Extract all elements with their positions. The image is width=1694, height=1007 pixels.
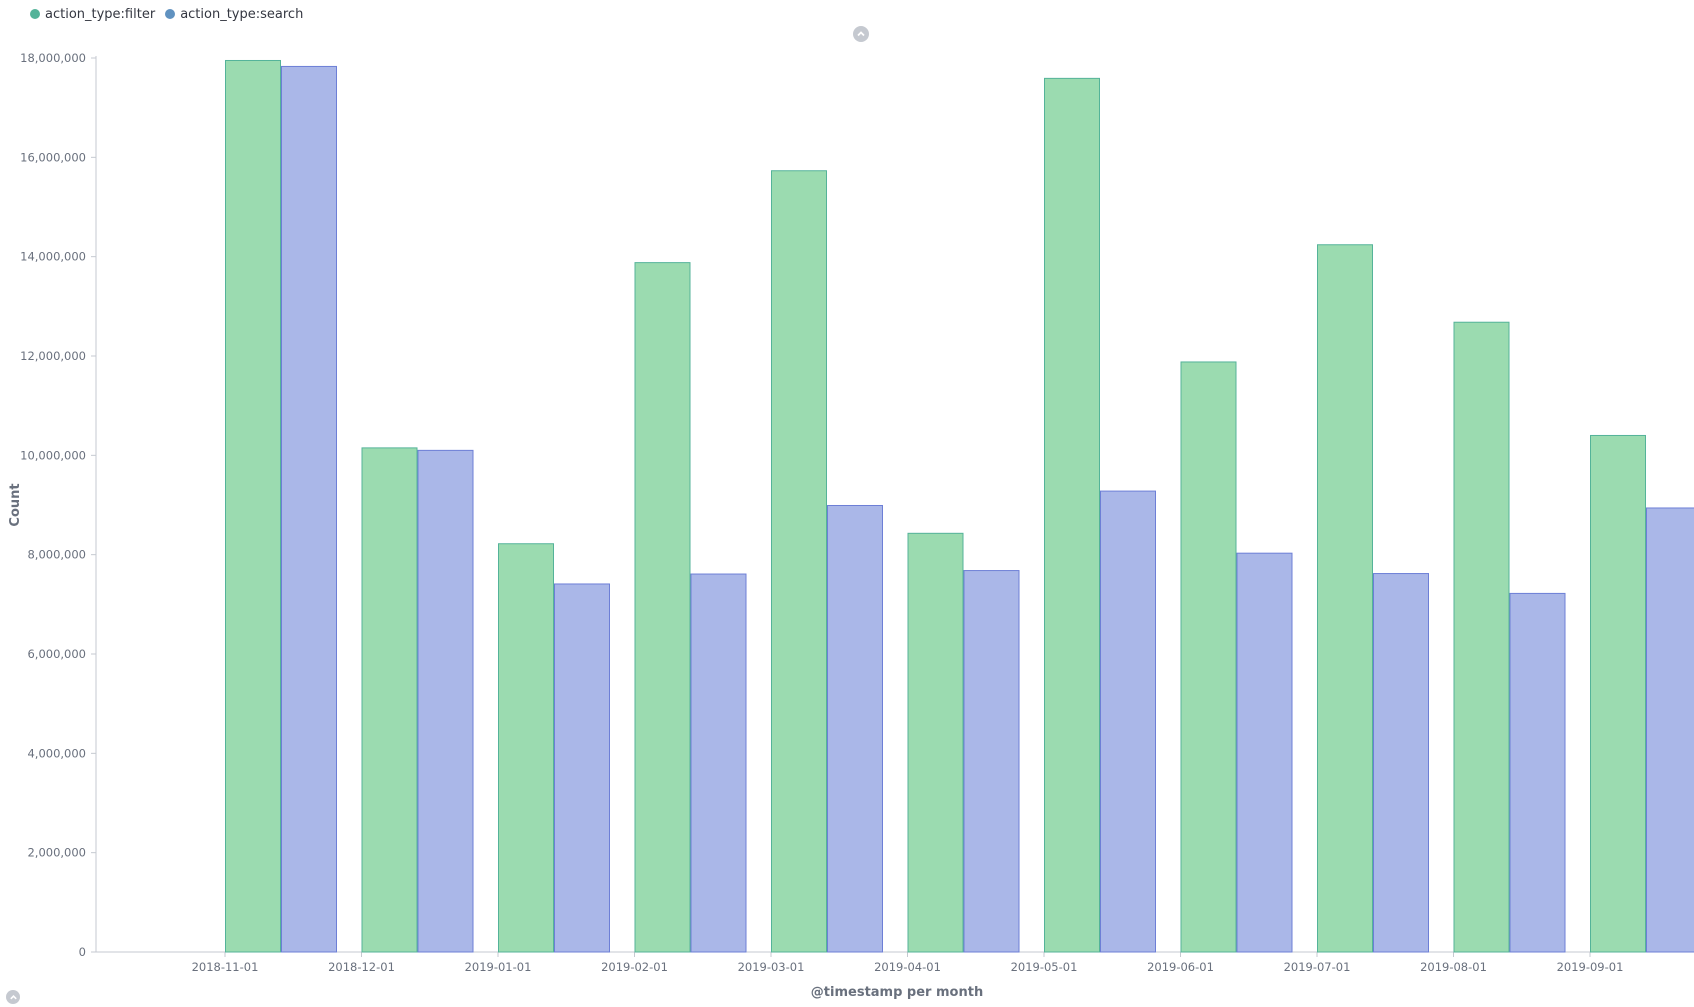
bar-filter bbox=[1180, 361, 1237, 953]
y-axis-title: Count bbox=[8, 483, 23, 526]
x-tick-label: 2019-04-01 bbox=[874, 960, 941, 974]
bar-filter bbox=[1590, 434, 1646, 953]
bar-search bbox=[1373, 573, 1429, 953]
bar-filter bbox=[1317, 244, 1373, 953]
chevron-up-icon[interactable] bbox=[6, 990, 20, 1004]
bar-search bbox=[1509, 592, 1566, 953]
x-tick-label: 2018-11-01 bbox=[192, 960, 259, 974]
legend-label-search: action_type:search bbox=[180, 6, 304, 22]
y-tick-label: 4,000,000 bbox=[27, 746, 86, 760]
y-tick-label: 8,000,000 bbox=[27, 548, 86, 562]
chevron-up-icon[interactable] bbox=[853, 26, 869, 42]
bar-search bbox=[963, 570, 1020, 953]
x-tick-label: 2019-02-01 bbox=[601, 960, 668, 974]
legend-item-search[interactable]: action_type:search bbox=[165, 7, 303, 22]
y-tick-label: 18,000,000 bbox=[20, 51, 86, 65]
bar-filter bbox=[498, 543, 554, 953]
x-tick-label: 2018-12-01 bbox=[328, 960, 395, 974]
y-tick-label: 0 bbox=[79, 945, 86, 959]
bar-filter bbox=[225, 59, 281, 953]
x-tick-label: 2019-07-01 bbox=[1284, 960, 1351, 974]
bar-search bbox=[417, 449, 474, 953]
x-tick-label: 2019-01-01 bbox=[465, 960, 532, 974]
bar-search bbox=[281, 65, 337, 953]
x-tick-label: 2019-05-01 bbox=[1011, 960, 1078, 974]
x-tick-label: 2019-08-01 bbox=[1420, 960, 1487, 974]
y-tick-label: 10,000,000 bbox=[20, 448, 86, 462]
x-tick-label: 2019-06-01 bbox=[1147, 960, 1214, 974]
bar-search bbox=[690, 573, 747, 953]
bar-filter bbox=[771, 170, 827, 953]
legend-label-filter: action_type:filter bbox=[45, 6, 156, 22]
legend-dot-search bbox=[165, 9, 176, 19]
bar-search bbox=[827, 504, 883, 953]
legend-item-filter[interactable]: action_type:filter bbox=[30, 7, 155, 22]
bar-filter bbox=[634, 262, 691, 953]
bar-search bbox=[1646, 507, 1694, 953]
bar-filter bbox=[1453, 321, 1510, 953]
bar-filter bbox=[361, 447, 418, 953]
y-tick-label: 2,000,000 bbox=[27, 846, 86, 860]
x-axis-title: @timestamp per month bbox=[811, 985, 983, 1000]
y-tick-label: 14,000,000 bbox=[20, 250, 86, 264]
x-tick-label: 2019-09-01 bbox=[1557, 960, 1624, 974]
bar-search bbox=[554, 583, 610, 953]
chart-legend: action_type:filter action_type:search bbox=[30, 3, 303, 25]
y-tick-label: 6,000,000 bbox=[27, 647, 86, 661]
bar-search bbox=[1236, 552, 1293, 953]
bar-filter bbox=[1044, 77, 1100, 953]
y-tick-label: 12,000,000 bbox=[20, 349, 86, 363]
y-tick-label: 16,000,000 bbox=[20, 150, 86, 164]
x-tick-label: 2019-03-01 bbox=[738, 960, 805, 974]
bar-search bbox=[1100, 490, 1156, 953]
bar-filter bbox=[907, 532, 964, 953]
legend-dot-filter bbox=[30, 9, 40, 19]
